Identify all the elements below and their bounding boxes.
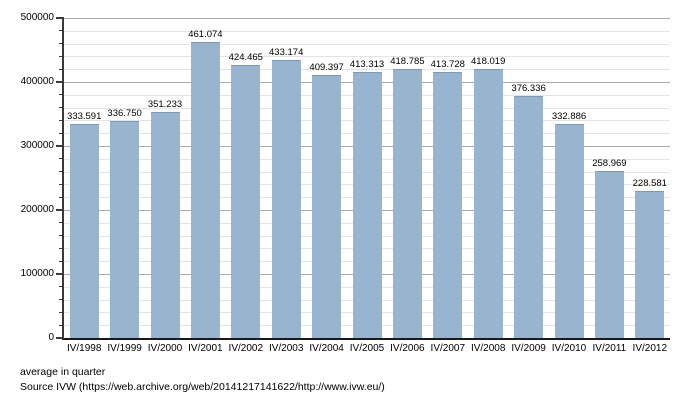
x-tick-label: IV/2007	[430, 343, 466, 354]
x-tick-label: IV/1999	[107, 343, 142, 354]
bar	[69, 123, 99, 338]
bar	[433, 72, 463, 338]
y-axis-tick	[56, 209, 64, 211]
bar-value-label: 413.313	[349, 59, 385, 71]
y-axis-tick	[59, 324, 64, 326]
bar-value-label: 424.465	[228, 52, 263, 64]
x-tick-label: IV/2012	[632, 343, 668, 354]
y-axis-tick	[56, 17, 64, 19]
x-tick-label: IV/1998	[66, 343, 102, 354]
x-tick-label: IV/2000	[147, 343, 183, 354]
bar	[554, 123, 584, 338]
gridline	[64, 18, 670, 19]
bar-value-label: 351.233	[147, 99, 183, 111]
bar	[312, 75, 342, 338]
bar	[635, 190, 665, 338]
chart-source: Source IVW (https://web.archive.org/web/…	[20, 381, 385, 393]
x-tick-label: IV/2011	[592, 343, 627, 354]
bar	[594, 171, 624, 338]
bar-value-label: 336.750	[107, 108, 142, 120]
y-axis-tick	[59, 43, 64, 45]
gridline	[64, 43, 670, 45]
x-tick-label: IV/2001	[188, 343, 223, 354]
x-tick-label: IV/2004	[309, 343, 344, 354]
bar-value-label: 461.074	[188, 28, 223, 40]
gridline	[64, 56, 670, 58]
y-axis-tick	[56, 145, 64, 147]
y-axis-tick	[59, 30, 64, 32]
y-axis-tick	[59, 132, 64, 134]
y-axis-tick	[59, 55, 64, 57]
x-tick-label: IV/2009	[511, 343, 546, 354]
y-axis-tick	[59, 196, 64, 198]
x-tick-label: IV/2006	[390, 343, 425, 354]
bar-value-label: 433.174	[269, 46, 304, 58]
y-axis-tick	[59, 311, 64, 313]
y-axis-tick	[56, 337, 64, 339]
bar	[110, 121, 140, 338]
y-axis-tick	[56, 81, 64, 83]
y-tick-label: 200000	[20, 204, 54, 215]
y-axis-tick	[59, 119, 64, 121]
y-axis-tick	[59, 171, 64, 173]
y-axis-tick	[56, 273, 64, 275]
x-tick-label: IV/2010	[551, 343, 587, 354]
bar-value-label: 418.785	[390, 55, 425, 67]
bar-value-label: 332.886	[551, 110, 587, 122]
bar-value-label: 228.581	[632, 177, 667, 189]
y-tick-label: 0	[48, 332, 54, 343]
y-axis-tick	[59, 158, 64, 160]
bar	[231, 65, 261, 338]
y-axis-tick	[59, 299, 64, 301]
bar	[392, 68, 422, 338]
bar	[352, 72, 382, 338]
bar-value-label: 413.728	[430, 59, 465, 71]
bar-value-label: 409.397	[309, 62, 344, 73]
y-axis-tick	[59, 286, 64, 288]
y-tick-label: 400000	[20, 76, 54, 87]
y-axis-tick	[59, 68, 64, 70]
x-tick-label: IV/2002	[228, 343, 264, 354]
y-axis-tick	[59, 107, 64, 109]
bar	[514, 96, 544, 338]
chart-caption: average in quarter	[20, 366, 106, 378]
bar	[190, 41, 220, 338]
plot-area: 0 100000 200000 300000 400000 500000 333.591 IV…	[21, 12, 670, 354]
bar-value-label: 258.969	[592, 158, 627, 170]
y-axis-tick	[59, 247, 64, 249]
bar-value-label: 333.591	[67, 110, 102, 122]
y-axis-tick	[59, 222, 64, 224]
y-axis-tick	[59, 94, 64, 96]
bar-value-label: 376.336	[511, 83, 546, 95]
y-tick-label: 100000	[20, 268, 54, 279]
gridline	[64, 30, 670, 32]
bar	[271, 59, 301, 338]
x-tick-label: IV/2005	[349, 343, 385, 354]
y-tick-label: 500000	[20, 12, 54, 23]
bar-value-label: 418.019	[471, 56, 506, 68]
y-axis-tick	[59, 183, 64, 185]
bar	[473, 69, 503, 338]
x-tick-label: IV/2003	[268, 343, 304, 354]
y-tick-label: 300000	[20, 140, 54, 151]
x-tick-label: IV/2008	[470, 343, 506, 354]
y-axis-tick	[59, 235, 64, 237]
y-axis-tick	[59, 260, 64, 262]
bar	[150, 112, 180, 338]
